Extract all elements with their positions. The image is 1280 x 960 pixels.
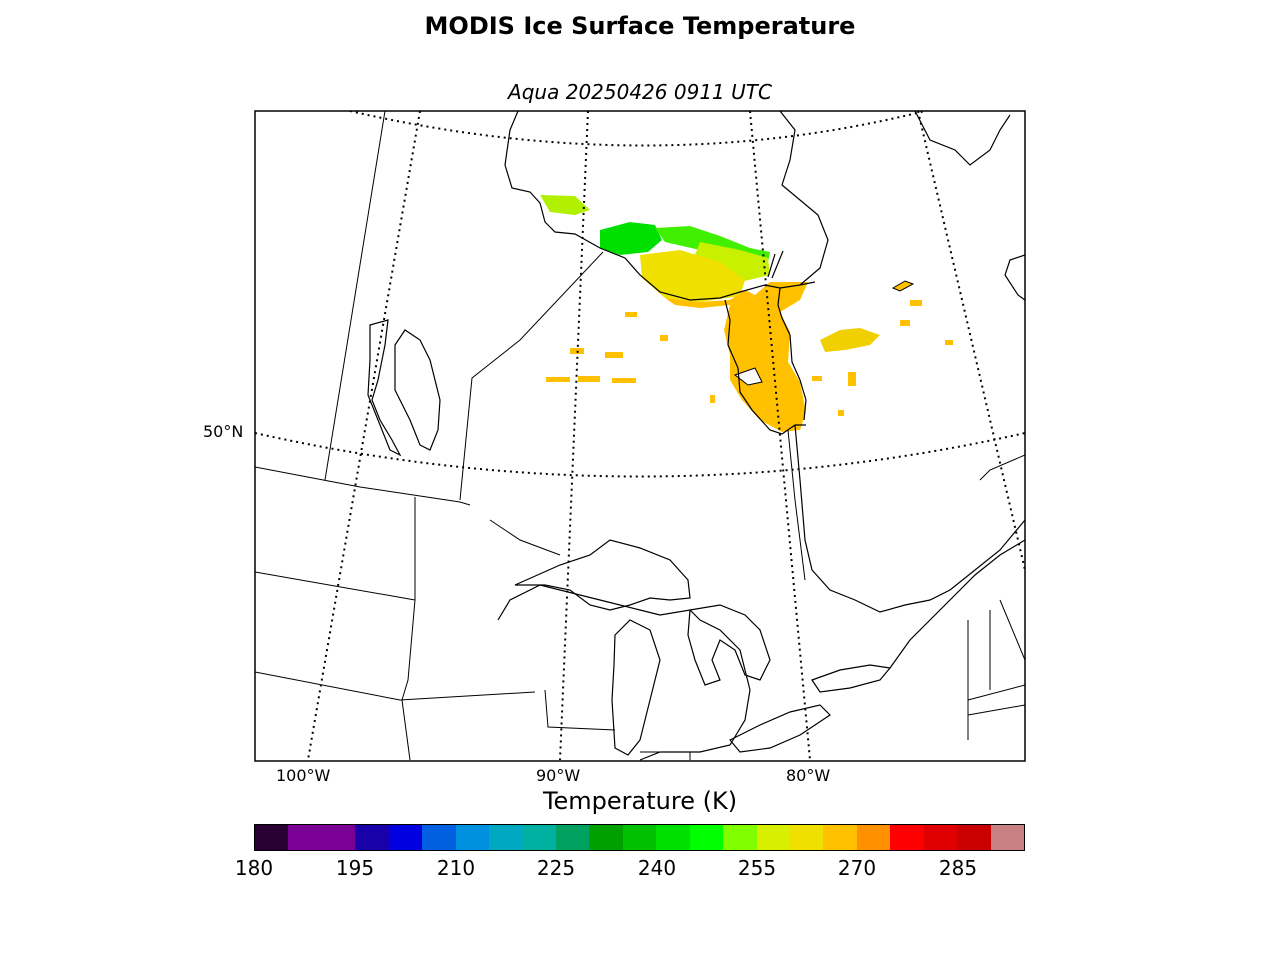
data-patch-yellow xyxy=(640,250,745,302)
hudson-bay-east-coast xyxy=(779,111,829,286)
lon-label-80w: 80°W xyxy=(786,766,831,785)
james-bay-west xyxy=(724,299,806,435)
st-lawrence xyxy=(889,539,1025,669)
political-boundaries xyxy=(255,111,1025,761)
colorbar-segment xyxy=(689,825,724,850)
data-patch-orange-north xyxy=(665,290,755,308)
ungava-coast xyxy=(914,111,1011,166)
lon-label-100w: 100°W xyxy=(276,766,331,785)
colorbar-segment xyxy=(656,825,690,850)
map-frame xyxy=(254,110,1026,762)
lake-superior xyxy=(514,539,691,611)
us-state-lines xyxy=(255,497,1025,761)
colorbar-segment xyxy=(990,825,1025,850)
james-bay-south-shore xyxy=(794,424,1025,613)
colorbar-segment xyxy=(823,825,857,850)
lake-ontario xyxy=(811,664,892,693)
colorbar-segment xyxy=(255,825,289,850)
colorbar-tick-195: 195 xyxy=(335,856,375,880)
data-patch-orange-main xyxy=(724,282,808,432)
colorbar-tick-225: 225 xyxy=(536,856,576,880)
colorbar-tick-240: 240 xyxy=(637,856,677,880)
colorbar-tick-210: 210 xyxy=(436,856,476,880)
boundary-sask-manitoba xyxy=(324,111,386,481)
hudson-bay-west-coast xyxy=(504,111,816,301)
colorbar-segment xyxy=(790,825,824,850)
colorbar-segment xyxy=(555,825,590,850)
lake-winnipeg xyxy=(394,329,441,451)
boundary-quebec-labrador xyxy=(979,454,1025,481)
temperature-data-layer xyxy=(540,195,953,432)
colorbar-label: Temperature (K) xyxy=(542,787,738,815)
colorbar-tick-255: 255 xyxy=(737,856,777,880)
lon-line-100w xyxy=(307,111,421,761)
lake-huron xyxy=(687,604,771,686)
lon-line-80w xyxy=(749,111,811,761)
colorbar-segment xyxy=(288,825,322,850)
colorbar-tick-180: 180 xyxy=(234,856,274,880)
colorbar-segment xyxy=(622,825,657,850)
boundary-manitoba-ontario xyxy=(459,251,604,501)
belcher-islands xyxy=(891,280,915,292)
data-patch-green xyxy=(600,222,662,255)
colorbar-tick-285: 285 xyxy=(938,856,978,880)
colorbar-segment xyxy=(723,825,757,850)
scattered-data-points xyxy=(546,300,953,416)
map-title: MODIS Ice Surface Temperature xyxy=(424,12,856,40)
lon-label-90w: 90°W xyxy=(536,766,581,785)
james-bay-east xyxy=(777,287,807,421)
colorbar-segment xyxy=(388,825,423,850)
colorbar-segment xyxy=(856,825,891,850)
lake-erie xyxy=(729,704,831,753)
lake-winnipegosis xyxy=(367,319,402,457)
lat-line-60n xyxy=(349,111,926,147)
colorbar-segment xyxy=(589,825,623,850)
coastlines xyxy=(367,111,1025,761)
colorbar-segment xyxy=(957,825,991,850)
boundary-ontario-quebec xyxy=(787,429,806,581)
colorbar-segment xyxy=(923,825,958,850)
colorbar-segment xyxy=(355,825,389,850)
colorbar-segment xyxy=(321,825,356,850)
lake-michigan xyxy=(611,619,661,756)
data-patch-east xyxy=(820,328,880,352)
us-canada-border xyxy=(255,466,561,556)
island-in-bay xyxy=(733,367,763,386)
graticule xyxy=(255,111,1025,761)
hudson-bay-north xyxy=(767,250,784,279)
lat-label-50n: 50°N xyxy=(203,422,244,441)
colorbar-segment xyxy=(522,825,556,850)
colorbar-segment xyxy=(455,825,490,850)
michigan-peninsula xyxy=(497,584,751,761)
colorbar-segment xyxy=(422,825,456,850)
colorbar-tick-270: 270 xyxy=(837,856,877,880)
labrador-coast xyxy=(1004,254,1025,301)
data-patch-green-west xyxy=(540,195,590,215)
lon-line-70w xyxy=(917,111,1025,571)
colorbar-segment xyxy=(756,825,790,850)
lon-line-90w xyxy=(559,111,589,761)
map-subtitle: Aqua 20250426 0911 UTC xyxy=(508,80,772,104)
data-patch-yellowgreen xyxy=(695,242,770,282)
colorbar xyxy=(254,824,1025,851)
lat-line-50n xyxy=(255,432,1025,478)
colorbar-segment xyxy=(489,825,523,850)
colorbar-segment xyxy=(890,825,924,850)
